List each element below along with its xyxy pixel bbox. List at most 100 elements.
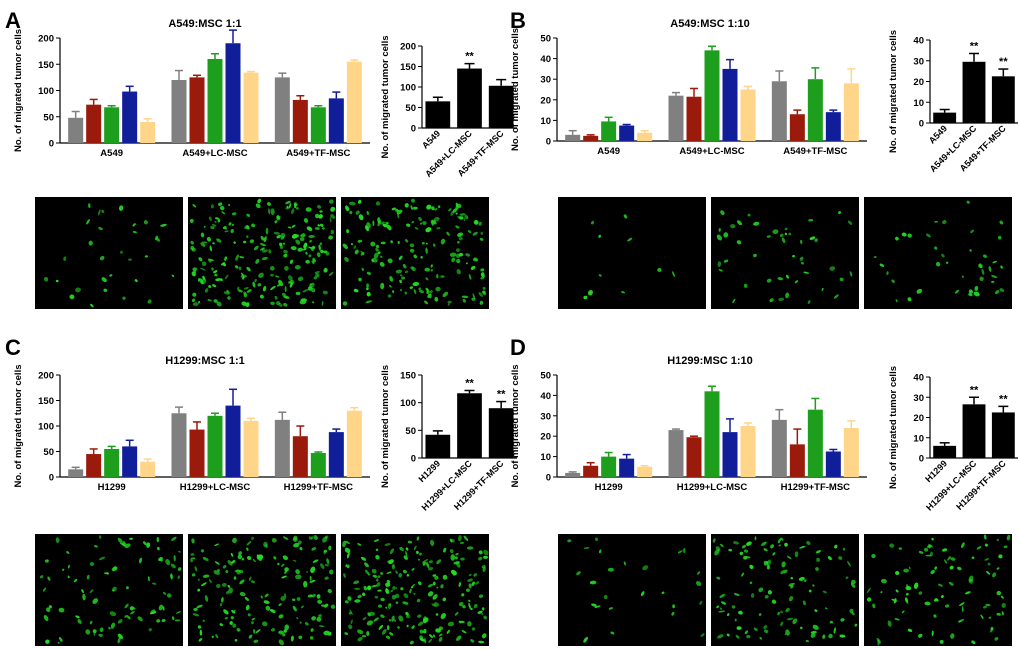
cell-mark (299, 546, 303, 551)
cell-mark (732, 541, 740, 545)
y-tick-label: 0 (546, 473, 551, 484)
y-tick-label: 20 (540, 432, 551, 443)
cell-mark (171, 274, 175, 278)
cell-mark (449, 252, 457, 257)
main-chart-ylabel: No. of migrated tumor cells (510, 365, 521, 488)
cell-mark (371, 568, 377, 574)
cell-mark (113, 566, 118, 571)
cell-mark (200, 549, 205, 553)
cell-mark (901, 610, 905, 614)
cell-mark (426, 562, 430, 569)
cell-mark (788, 596, 794, 602)
cell-mark (122, 541, 126, 546)
cell-mark (866, 597, 872, 602)
cell-mark (419, 222, 423, 225)
cell-mark (231, 212, 237, 216)
cell-mark (224, 274, 229, 280)
cell-mark (239, 591, 246, 597)
main-chart-0: A549:MSC 1:1 No. of migrated tumor cells 0… (13, 18, 370, 159)
cell-mark (463, 535, 469, 541)
cell-mark (311, 616, 316, 621)
micrograph (188, 534, 336, 646)
cell-mark (207, 299, 212, 302)
cell-mark (736, 220, 743, 226)
cell-mark (206, 236, 211, 242)
cell-mark (295, 569, 300, 575)
cell-mark (412, 281, 420, 287)
cell-mark (727, 613, 730, 617)
cell-mark (278, 603, 282, 606)
cell-mark (258, 554, 264, 560)
cell-mark (241, 272, 245, 277)
cell-mark (385, 588, 390, 595)
cell-mark (93, 545, 98, 548)
cell-mark (160, 559, 163, 562)
cell-mark (98, 556, 106, 561)
bar (704, 50, 720, 141)
cell-mark (873, 256, 877, 258)
cell-mark (314, 271, 320, 274)
micrograph (864, 197, 1012, 309)
cell-mark (461, 630, 467, 634)
cell-mark (260, 235, 265, 241)
cell-mark (974, 285, 979, 292)
bar (807, 409, 823, 477)
bar (310, 453, 326, 477)
side-chart-2: No. of migrated tumor cells 0 50 100 150 H129… (380, 365, 517, 513)
cell-mark (803, 271, 810, 274)
y-tick-label: 50 (540, 371, 551, 382)
cell-mark (380, 597, 385, 602)
cell-mark (961, 275, 964, 279)
cell-mark (282, 633, 286, 637)
bar (207, 415, 223, 477)
cell-mark (265, 605, 271, 611)
cell-mark (787, 555, 792, 559)
cell-mark (400, 587, 404, 591)
bar (825, 112, 841, 141)
cell-mark (310, 566, 316, 574)
cell-mark (265, 227, 269, 235)
significance-stars: ** (999, 393, 1008, 405)
cell-mark (238, 569, 244, 574)
cell-mark (640, 591, 645, 597)
cell-mark (158, 604, 164, 611)
cell-mark (946, 261, 949, 264)
cell-mark (214, 221, 217, 223)
cell-mark (672, 604, 675, 609)
cell-mark (979, 276, 984, 281)
cell-mark (435, 286, 441, 292)
cell-mark (425, 277, 429, 281)
cell-mark (794, 280, 799, 284)
cell-mark (822, 634, 826, 639)
cell-mark (950, 557, 956, 561)
cell-mark (440, 584, 444, 589)
bar (962, 404, 986, 458)
bar (843, 83, 859, 141)
micrograph (864, 534, 1012, 646)
cell-mark (172, 616, 175, 621)
cell-mark (299, 621, 302, 624)
cell-mark (1003, 545, 1008, 549)
cell-mark (849, 271, 853, 277)
cell-mark (375, 554, 380, 560)
cell-mark (221, 597, 224, 603)
y-tick-label: 50 (43, 112, 54, 123)
cell-mark (845, 576, 849, 580)
cell-mark (720, 607, 722, 610)
cell-mark (417, 558, 421, 561)
cell-mark (255, 203, 261, 209)
cell-mark (799, 545, 806, 549)
cell-mark (672, 271, 675, 277)
cell-mark (959, 602, 965, 606)
cell-mark (90, 303, 94, 308)
cell-mark (344, 256, 349, 262)
cell-mark (157, 546, 160, 551)
cell-mark (834, 544, 838, 549)
cell-mark (891, 279, 895, 283)
micrograph (558, 534, 706, 646)
cell-mark (851, 579, 856, 585)
cell-mark (322, 536, 328, 543)
cell-mark (221, 211, 226, 215)
bar (668, 95, 684, 141)
micrograph-cells (342, 198, 487, 306)
